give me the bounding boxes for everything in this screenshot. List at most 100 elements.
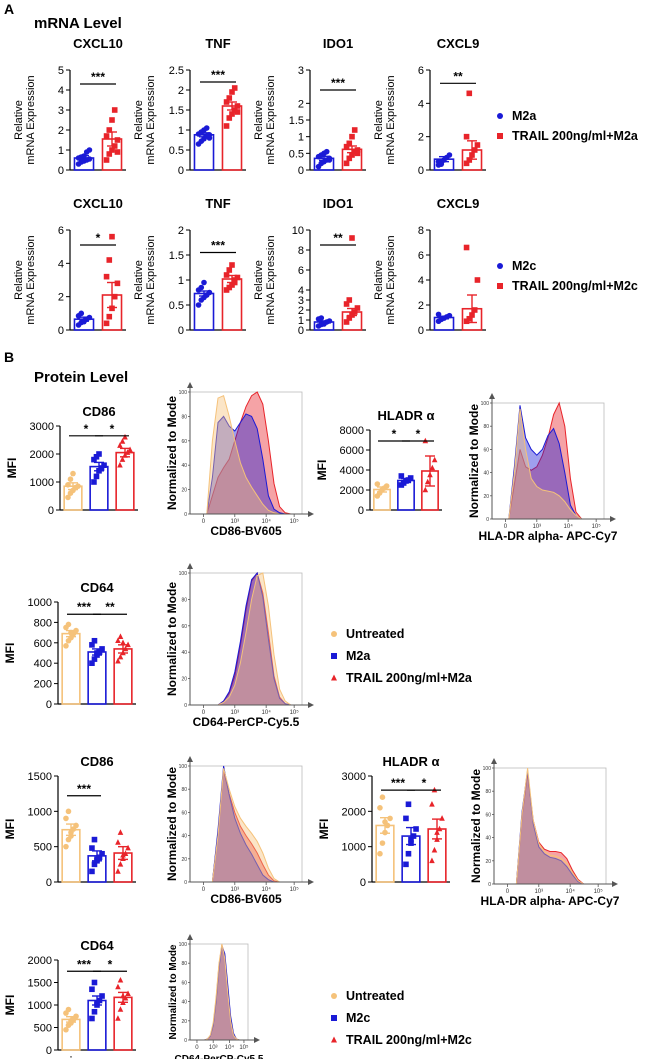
data-point xyxy=(115,637,121,644)
data-point xyxy=(318,315,325,321)
y-tick-label: 20 xyxy=(181,857,187,863)
x-tick-label: 10⁴ xyxy=(262,886,272,893)
y-tick-label: 40 xyxy=(181,1000,187,1006)
x-axis-arrow xyxy=(308,879,314,885)
y-tick-label: 2 xyxy=(178,225,184,237)
chart-title: HLADR α xyxy=(382,754,439,769)
y-tick-label: 2000 xyxy=(340,485,364,497)
legend-label: TRAIL 200ng/ml+M2a xyxy=(512,129,639,143)
chart-title: CD64 xyxy=(80,580,114,595)
y-tick-label: 100 xyxy=(483,766,492,772)
data-point xyxy=(413,826,419,832)
data-point xyxy=(351,309,358,315)
x-axis-arrow xyxy=(308,702,314,708)
data-point xyxy=(89,868,95,875)
legend-marker xyxy=(497,133,503,139)
y-tick-label: 100 xyxy=(179,571,188,577)
data-point xyxy=(403,815,409,822)
y-axis-arrow xyxy=(491,758,497,764)
y-tick-label: 0 xyxy=(418,165,424,177)
y-axis-label-line: mRNA Expression xyxy=(145,235,157,324)
data-point xyxy=(379,840,386,846)
data-point xyxy=(195,302,202,308)
chart-a2: TNF 0 0.5 1 1.5 2 2.5 RelativemRNA Expression **… xyxy=(133,36,246,177)
data-point xyxy=(65,482,71,488)
data-point xyxy=(323,148,330,155)
data-point xyxy=(343,301,350,307)
y-tick-label: 80 xyxy=(485,789,491,795)
data-point xyxy=(398,473,405,479)
x-axis-arrow xyxy=(610,516,616,522)
y-tick-label: 0.5 xyxy=(169,145,184,157)
y-tick-label: 1500 xyxy=(28,771,52,783)
y-tick-label: 3 xyxy=(298,65,304,77)
significance-label: *** xyxy=(77,957,91,971)
y-axis-label-line: Relative xyxy=(253,260,265,300)
x-tick-label: 10³ xyxy=(230,887,239,893)
y-tick-label: 500 xyxy=(34,1023,52,1035)
data-point xyxy=(234,274,241,281)
y-tick-label: 2000 xyxy=(342,806,366,818)
data-point xyxy=(91,479,97,485)
y-tick-label: 60 xyxy=(181,810,187,816)
y-tick-label: 20 xyxy=(181,488,187,494)
histogram-h6: 0 20 40 60 80 100 0 10³ 10⁴ 10⁵ CD64-PerCP-Cy5.5 No… xyxy=(168,934,264,1064)
y-tick-label: 2 xyxy=(298,98,304,110)
data-point xyxy=(114,137,121,143)
y-tick-label: 4 xyxy=(58,85,64,97)
x-tick-label: 10⁵ xyxy=(290,709,300,716)
x-axis-label: CD64-PerCP-Cy5.5 xyxy=(193,715,300,729)
data-point xyxy=(343,319,350,325)
legend-label: Untreated xyxy=(346,989,404,1003)
chart-title: IDO1 xyxy=(323,196,353,211)
y-axis-label: Normalized to Mode xyxy=(165,582,179,696)
data-point xyxy=(86,314,93,321)
y-tick-label: 2 xyxy=(58,125,64,137)
y-tick-label: 6 xyxy=(298,265,304,277)
y-axis-label: MFI xyxy=(3,995,17,1016)
y-axis-label-line: mRNA Expression xyxy=(385,75,397,164)
y-tick-label: 0 xyxy=(58,325,64,337)
y-tick-label: 60 xyxy=(181,439,187,445)
data-point xyxy=(89,1015,95,1022)
data-point xyxy=(429,464,436,471)
chart-title: CD86 xyxy=(80,754,113,769)
legend-marker xyxy=(331,674,337,681)
chart-title: IDO1 xyxy=(323,36,353,51)
data-point xyxy=(117,1006,124,1012)
y-tick-label: 80 xyxy=(483,424,489,430)
data-point xyxy=(114,280,121,287)
y-tick-label: 2 xyxy=(298,305,304,317)
y-tick-label: 0 xyxy=(298,325,304,337)
x-tick-label: 10⁴ xyxy=(262,518,272,525)
data-point xyxy=(65,1006,72,1013)
data-point xyxy=(354,150,361,157)
x-tick-label: 10⁴ xyxy=(225,1044,235,1051)
data-point xyxy=(226,267,233,273)
y-tick-label: 0 xyxy=(184,512,187,518)
data-point xyxy=(343,143,350,150)
data-point xyxy=(91,836,98,843)
y-tick-label: 1000 xyxy=(28,806,52,818)
data-point xyxy=(106,127,113,133)
y-axis-label-line: mRNA Expression xyxy=(25,75,37,164)
legend-prot_m2a: Untreated M2a TRAIL 200ng/ml+M2a xyxy=(331,627,473,685)
significance-label: *** xyxy=(91,70,105,84)
y-tick-label: 0 xyxy=(178,325,184,337)
data-point xyxy=(346,297,353,303)
y-tick-label: 1500 xyxy=(28,978,52,990)
data-point xyxy=(374,481,381,487)
y-tick-label: 4 xyxy=(58,258,64,270)
y-tick-label: 0 xyxy=(58,165,64,177)
y-tick-label: 200 xyxy=(34,679,52,691)
data-point xyxy=(422,486,429,493)
y-tick-label: 6 xyxy=(418,65,424,77)
y-tick-label: 20 xyxy=(181,1019,187,1025)
significance-label: *** xyxy=(211,239,225,253)
data-point xyxy=(231,85,238,91)
x-tick-label: 10⁴ xyxy=(566,888,576,895)
x-tick-label: 10³ xyxy=(534,889,543,895)
y-tick-label: 1000 xyxy=(28,597,52,609)
data-point xyxy=(122,645,129,652)
